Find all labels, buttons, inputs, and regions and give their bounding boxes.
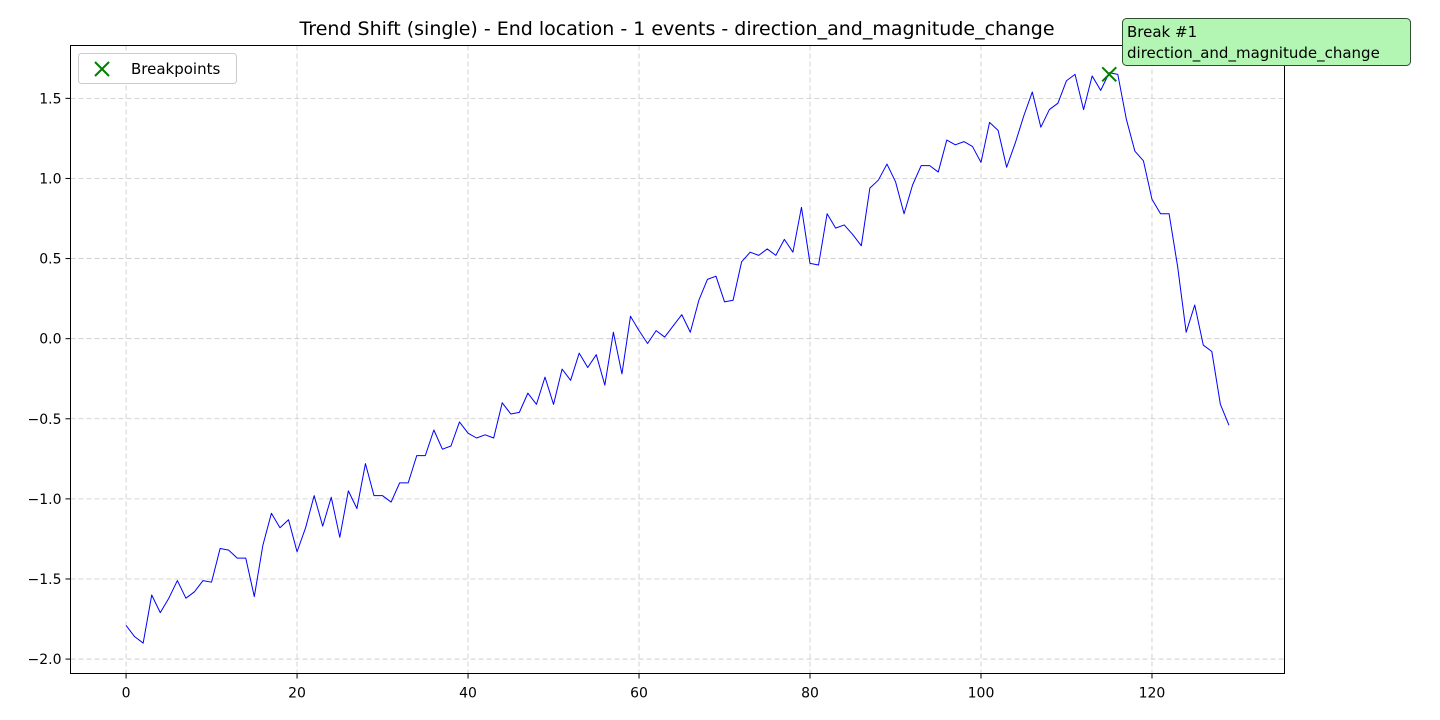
x-tick-label: 100 — [968, 686, 995, 702]
plot-frame — [70, 45, 1285, 674]
x-tick-label: 60 — [630, 686, 648, 702]
marker-stroke — [1101, 66, 1117, 83]
breakpoint-annotation: Break #1 direction_and_magnitude_change — [1122, 18, 1411, 66]
x-tick-label: 120 — [1139, 686, 1166, 702]
legend-label-breakpoints: Breakpoints — [131, 60, 220, 78]
annotation-line-1: Break #1 — [1127, 23, 1197, 41]
legend-x-mark — [94, 61, 110, 77]
y-tick-label: −1.5 — [28, 572, 62, 588]
x-tick-label: 0 — [122, 686, 131, 702]
y-tick-label: 0.5 — [39, 252, 61, 268]
series-line — [125, 72, 1230, 644]
grid — [70, 45, 1285, 674]
marker-stroke — [94, 61, 110, 77]
breakpoint-marker — [1101, 66, 1117, 83]
y-tick-label: 1.5 — [39, 91, 61, 107]
y-tick-label: −1.0 — [28, 492, 62, 508]
y-tick-label: −0.5 — [28, 412, 62, 428]
y-tick-label: 0.0 — [39, 332, 61, 348]
axis-ticks: 0 20 40 60 80 100 120 −2.0 −1.5 −1.0 −0.5 0.0 0.5 1.0… — [28, 91, 1166, 701]
legend: Breakpoints — [78, 53, 237, 84]
chart-title: Trend Shift (single) - End location - 1 … — [298, 18, 1054, 40]
legend-marker-x-icon — [94, 61, 110, 77]
series-layer — [125, 72, 1230, 644]
annotation-line-2: direction_and_magnitude_change — [1127, 44, 1380, 63]
x-tick-label: 20 — [288, 686, 306, 702]
x-tick-label: 40 — [459, 686, 477, 702]
y-tick-label: −2.0 — [28, 652, 62, 668]
y-tick-label: 1.0 — [39, 171, 61, 187]
annotation-box — [1122, 18, 1411, 66]
legend-box — [78, 53, 237, 84]
x-tick-label: 80 — [801, 686, 819, 702]
breakpoints-layer — [1101, 66, 1117, 83]
